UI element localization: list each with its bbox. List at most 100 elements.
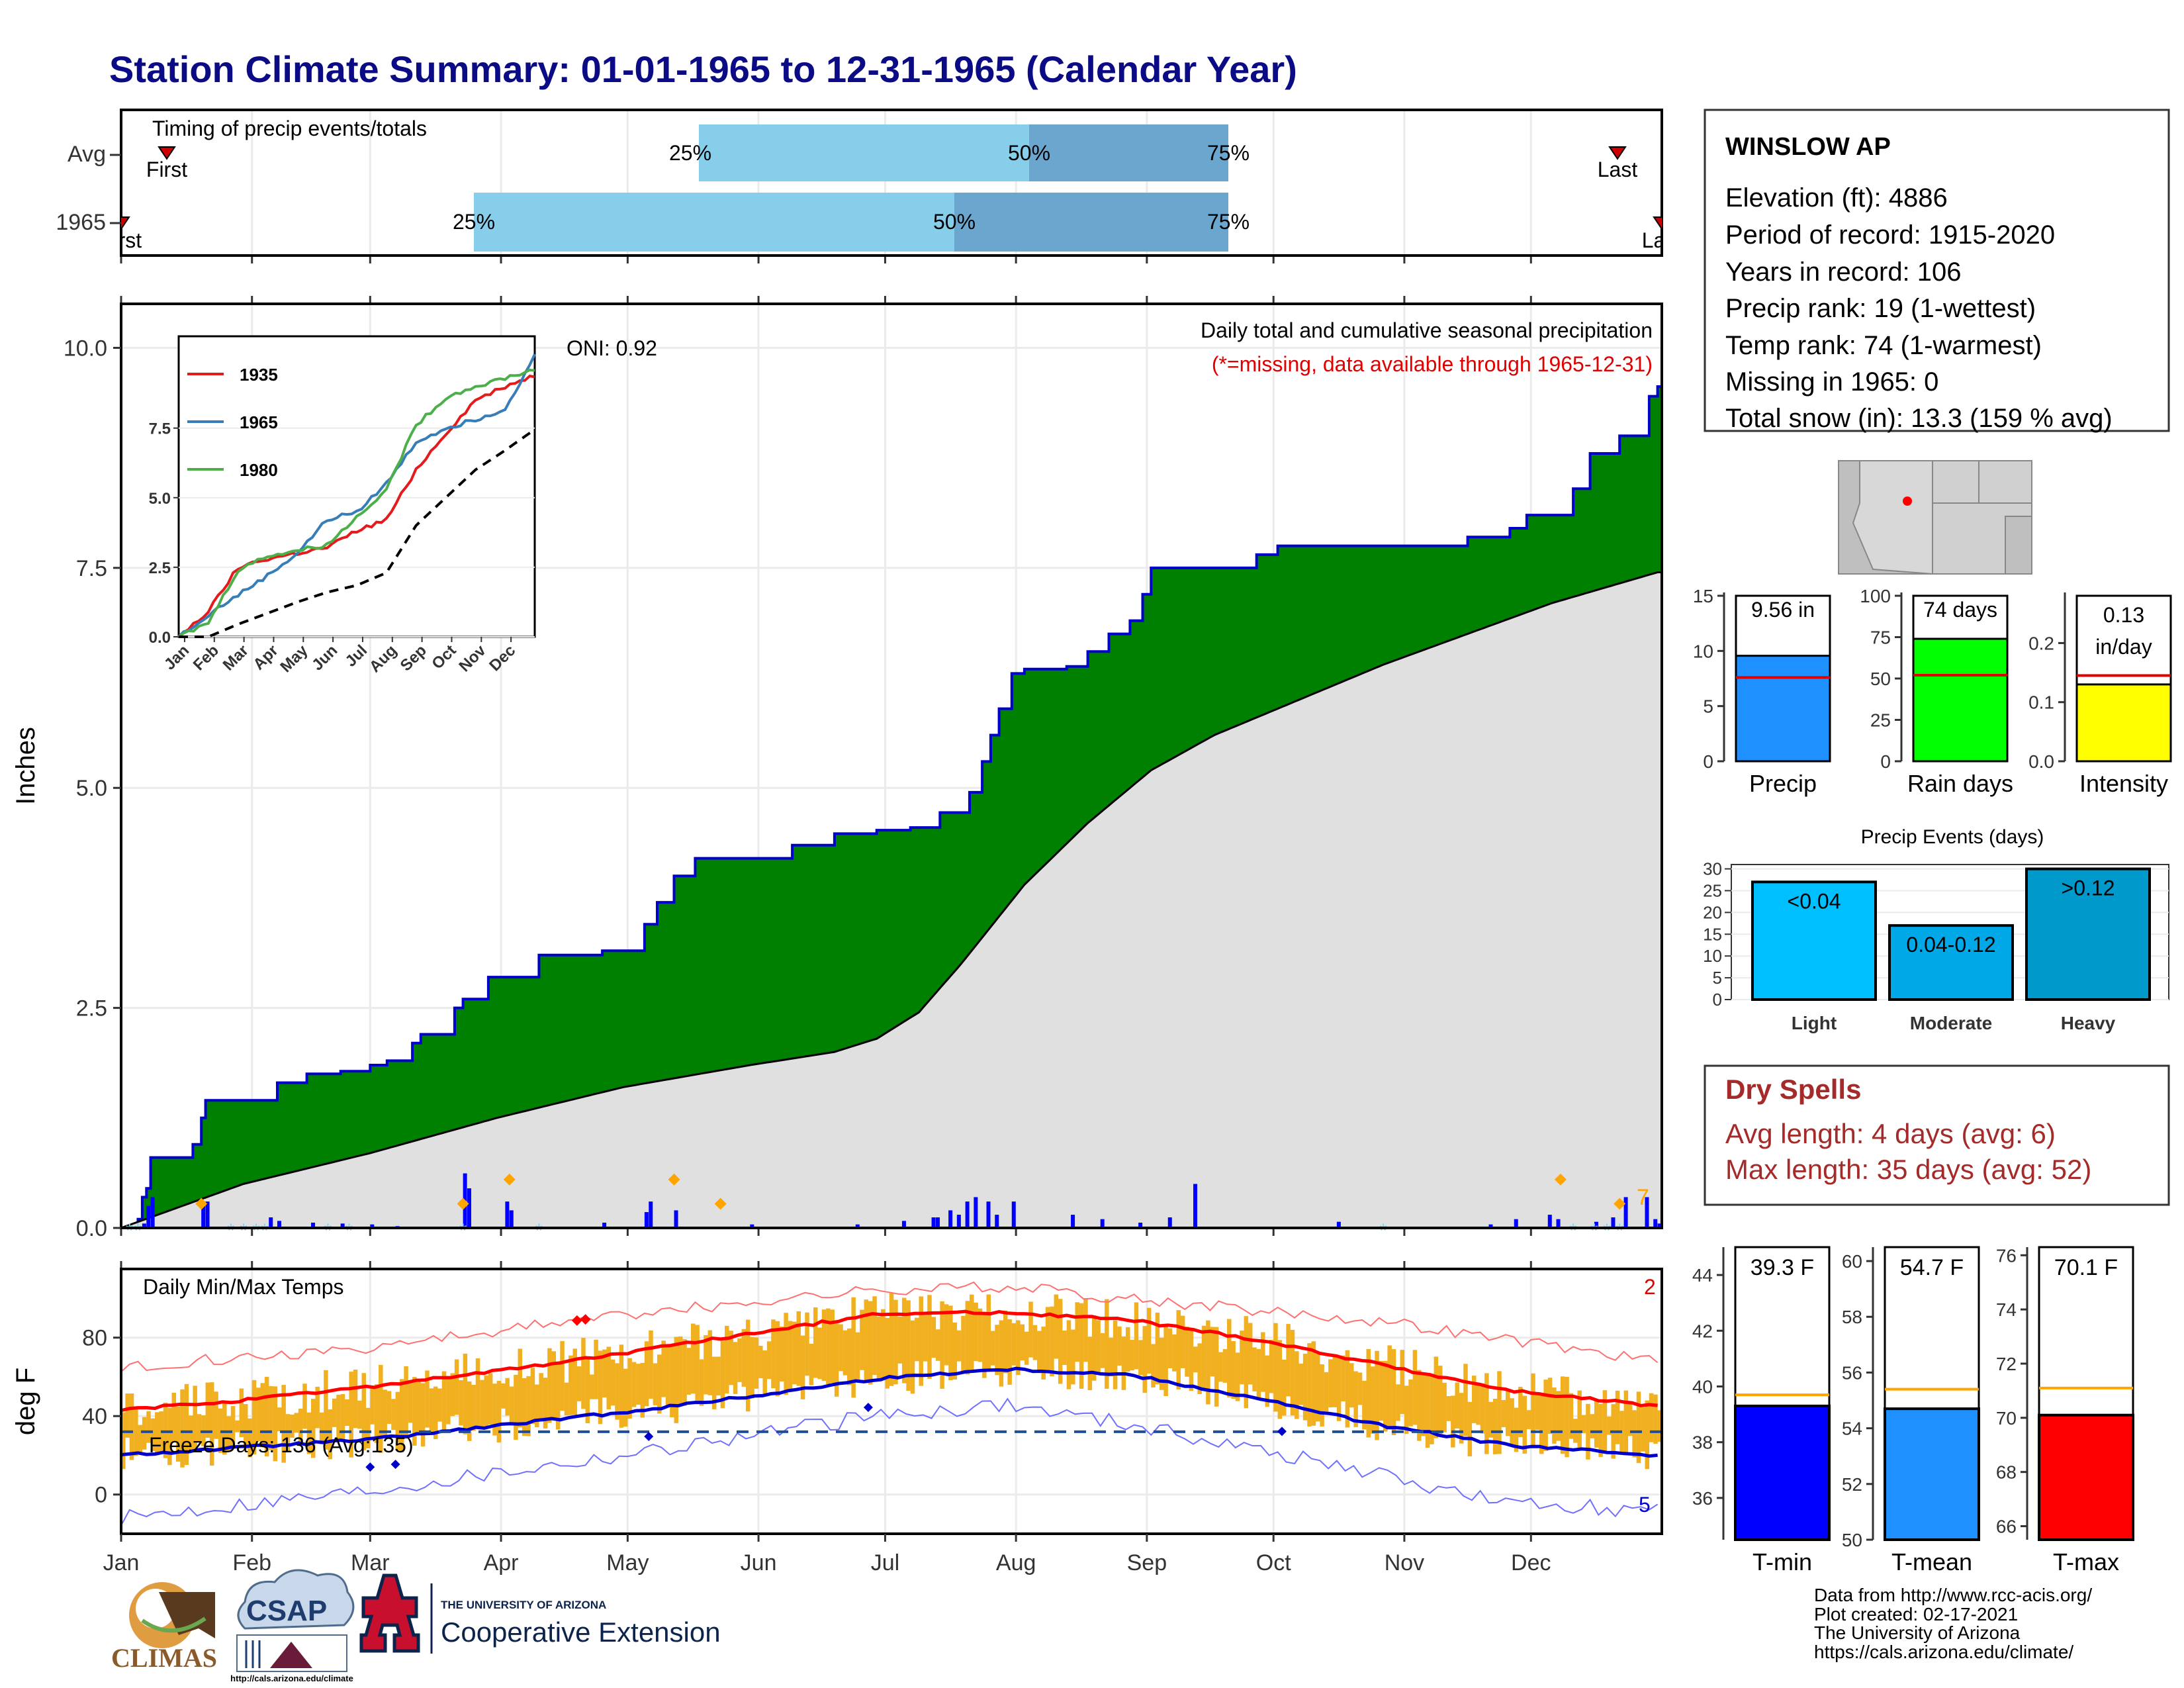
daily-temp-bar [1222, 1349, 1228, 1383]
daily-temp-bar [809, 1343, 814, 1385]
daily-temp-bar [1615, 1390, 1620, 1444]
daily-temp-bar [1632, 1410, 1637, 1458]
daily-temp-bar [505, 1378, 510, 1416]
daily-temp-bar [847, 1328, 852, 1385]
station-line: Period of record: 1915-2020 [1725, 220, 2055, 250]
mini-ytick-label: 0 [1880, 751, 1891, 772]
mini-ytick-label: 0.1 [2028, 692, 2054, 713]
temp-bar-value: 39.3 F [1751, 1255, 1814, 1280]
daily-temp-bar [488, 1373, 493, 1425]
daily-temp-bar [910, 1320, 915, 1394]
daily-temp-bar [889, 1292, 894, 1386]
daily-temp-bar [1455, 1382, 1459, 1429]
daily-precip-bar [948, 1210, 953, 1228]
daily-temp-bar [1130, 1340, 1134, 1371]
precip-ylabel: Inches [11, 727, 40, 805]
events-category-label: Heavy [2061, 1013, 2116, 1033]
daily-temp-bar [1062, 1331, 1067, 1365]
daily-temp-bar [1105, 1299, 1109, 1389]
missing-data-marker: * [1603, 1220, 1611, 1242]
page-title: Station Climate Summary: 01-01-1965 to 1… [109, 48, 1297, 90]
daily-temp-bar [1421, 1375, 1426, 1436]
timing-row-avg: Avg [68, 142, 106, 167]
daily-temp-bar [336, 1394, 341, 1442]
record-min-marker [365, 1462, 375, 1472]
daily-temp-bar [387, 1391, 392, 1425]
daily-temp-bar [817, 1327, 822, 1380]
events-bar-label: >0.12 [2062, 876, 2115, 900]
daily-temp-bar [526, 1376, 531, 1436]
daily-temp-bar [1121, 1336, 1126, 1390]
temp-bar-ytick-label: 70 [1996, 1408, 2017, 1429]
temp-bar-ytick-label: 50 [1842, 1530, 1862, 1550]
mini-ytick-label: 100 [1860, 586, 1891, 606]
daily-temp-bar [555, 1364, 561, 1430]
daily-temp-bar [598, 1350, 603, 1425]
daily-temp-bar [1552, 1387, 1557, 1444]
daily-precip-bar [674, 1210, 678, 1228]
extreme-precip-marker [195, 1197, 208, 1210]
daily-temp-bar [805, 1312, 809, 1376]
daily-temp-bar [539, 1373, 543, 1421]
month-label: Feb [232, 1550, 271, 1575]
daily-temp-bar [1265, 1355, 1269, 1407]
mini-ytick-label: 25 [1870, 710, 1891, 731]
temp-bar-ytick-label: 58 [1842, 1307, 1862, 1327]
daily-temp-bar [737, 1338, 742, 1382]
temp-ytick-label: 40 [82, 1404, 107, 1429]
normal-min-line [120, 1366, 1658, 1458]
dry-spells-max: Max length: 35 days (avg: 52) [1725, 1154, 2091, 1185]
daily-temp-bar [1290, 1329, 1295, 1416]
daily-temp-bar [581, 1337, 586, 1409]
daily-temp-bar [496, 1381, 502, 1443]
daily-temp-bar [834, 1323, 839, 1397]
mini-ytick-label: 10 [1693, 641, 1713, 661]
mini-ytick-label: 0 [1703, 751, 1713, 772]
daily-temp-bar [1539, 1393, 1544, 1454]
daily-temp-bar [1071, 1329, 1075, 1385]
daily-temp-bar [340, 1394, 345, 1440]
daily-temp-bar [1100, 1333, 1105, 1368]
daily-temp-bar [1269, 1339, 1274, 1393]
timing-1965-p25: 25% [453, 210, 495, 234]
daily-temp-bar [1594, 1399, 1599, 1448]
university-of-arizona-logo: THE UNIVERSITY OF ARIZONA Cooperative Ex… [359, 1573, 721, 1654]
daily-temp-bar [467, 1381, 472, 1441]
events-ytick-label: 30 [1703, 859, 1722, 879]
daily-precip-bar [602, 1223, 607, 1228]
daily-temp-bar [1514, 1407, 1519, 1452]
precip-normal-area [120, 571, 1663, 1229]
temp-bar-t-min [1734, 1404, 1831, 1542]
daily-temp-bar [134, 1407, 138, 1456]
daily-temp-bar [290, 1414, 295, 1438]
daily-temp-bar [281, 1385, 286, 1463]
daily-temp-bar [901, 1297, 907, 1383]
month-label: May [606, 1550, 649, 1575]
timing-avg-first-marker [158, 146, 176, 160]
daily-temp-bar [1138, 1340, 1143, 1376]
daily-precip-bar [1653, 1219, 1658, 1228]
daily-temp-bar [733, 1342, 738, 1394]
daily-temp-bar [437, 1388, 442, 1422]
daily-temp-bar [251, 1380, 257, 1455]
daily-temp-bar [420, 1383, 426, 1447]
daily-temp-bar [995, 1325, 999, 1376]
daily-precip-bar [1657, 1223, 1662, 1228]
precip-panel: * * * * * * * * * * * * * * * 0.02.55.07.510.0 Inches … [11, 296, 1663, 1242]
temp-ytick-label: 0 [95, 1483, 107, 1508]
daily-temp-bar [175, 1406, 181, 1462]
daily-precip-bar [986, 1201, 991, 1228]
daily-precip-bar [1611, 1217, 1615, 1228]
daily-temp-bar [842, 1330, 848, 1376]
credit-line: Plot created: 02-17-2021 [1814, 1604, 2018, 1624]
temp-bar-label: T-mean [1891, 1548, 1972, 1575]
timing-avg-q1-bar [699, 124, 1029, 181]
mini-bar-label: Intensity [2079, 770, 2168, 797]
daily-temp-bar [691, 1323, 696, 1394]
timing-1965-first-marker [121, 216, 130, 230]
daily-temp-bar [1050, 1306, 1054, 1377]
precip-ytick-label: 7.5 [76, 556, 107, 581]
temp-ylabel: deg F [11, 1368, 40, 1435]
timing-avg-p75: 75% [1207, 141, 1250, 165]
daily-temp-bar [855, 1332, 860, 1380]
